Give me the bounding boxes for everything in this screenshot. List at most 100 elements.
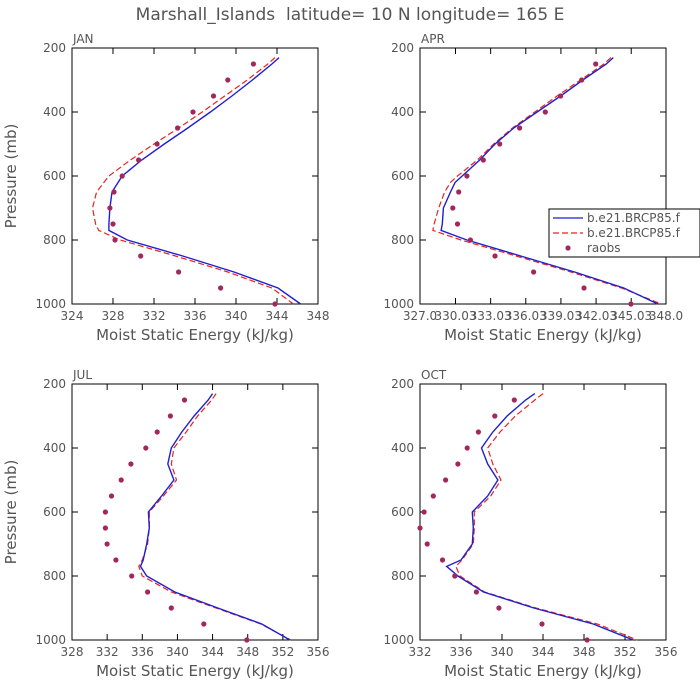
raobs-point xyxy=(417,525,423,531)
raobs-point xyxy=(450,205,456,211)
x-axis-label: Moist Static Energy (kJ/kg) xyxy=(96,326,294,344)
series-line-dashed xyxy=(455,393,638,641)
x-tick-label: 327.0 xyxy=(403,309,437,323)
x-axis-label: Moist Static Energy (kJ/kg) xyxy=(444,326,642,344)
series-line-dashed xyxy=(91,57,294,305)
x-tick-label: 324 xyxy=(61,309,84,323)
x-tick-label: 332 xyxy=(96,645,119,659)
x-tick-label: 340 xyxy=(491,645,514,659)
x-tick-label: 336 xyxy=(131,645,154,659)
raobs-point xyxy=(454,221,461,227)
x-tick-label: 345.03 xyxy=(610,309,652,323)
raobs-point xyxy=(464,445,470,451)
raobs-point xyxy=(475,429,481,435)
raobs-point xyxy=(492,253,498,259)
x-tick-label: 344 xyxy=(532,645,555,659)
raobs-point xyxy=(593,61,599,67)
x-tick-label: 328 xyxy=(61,645,84,659)
raobs-point xyxy=(104,541,110,547)
raobs-point xyxy=(218,285,224,291)
panel-label: OCT xyxy=(421,368,447,382)
raobs-point xyxy=(210,93,217,99)
y-tick-label: 1000 xyxy=(35,633,66,647)
raobs-point xyxy=(167,413,173,419)
panel-label: APR xyxy=(421,32,445,46)
raobs-point xyxy=(581,285,587,291)
raobs-point xyxy=(110,221,116,227)
raobs-point xyxy=(531,269,537,275)
raobs-point xyxy=(190,109,196,115)
raobs-point xyxy=(480,157,486,163)
raobs-point xyxy=(112,237,118,243)
raobs-point xyxy=(456,189,462,195)
y-tick-label: 400 xyxy=(391,441,414,455)
raobs-point xyxy=(584,637,590,643)
raobs-point xyxy=(517,125,523,131)
y-tick-label: 600 xyxy=(43,169,66,183)
y-tick-label: 400 xyxy=(391,105,414,119)
x-tick-label: 336 xyxy=(450,645,473,659)
panel-apr: APR327.0330.03333.03336.03339.03342.0334… xyxy=(383,32,683,344)
raobs-point xyxy=(154,429,160,435)
x-tick-label: 352 xyxy=(614,645,637,659)
panel-jul: JUL 328 332 336 340 344 348 352 356 200 400 600 800 1… xyxy=(2,368,329,680)
raobs-point xyxy=(558,93,564,99)
x-tick-label: 332 xyxy=(409,645,432,659)
y-tick-label: 800 xyxy=(43,569,66,583)
raobs-point xyxy=(111,189,117,195)
raobs-point xyxy=(138,253,144,259)
x-tick-label: 356 xyxy=(655,645,678,659)
y-tick-label: 800 xyxy=(391,569,414,583)
raobs-point xyxy=(129,573,135,579)
raobs-point xyxy=(424,541,430,547)
legend-label: b.e21.BRCP85.f xyxy=(587,211,681,225)
raobs-point xyxy=(473,589,479,595)
y-tick-label: 800 xyxy=(391,233,414,247)
raobs-point xyxy=(542,109,548,115)
series-line-solid xyxy=(139,393,291,641)
y-tick-label: 1000 xyxy=(383,297,414,311)
raobs-point xyxy=(511,397,517,403)
y-tick-label: 600 xyxy=(43,505,66,519)
raobs-point xyxy=(467,237,473,243)
x-tick-label: 339.03 xyxy=(540,309,582,323)
raobs-point xyxy=(492,413,498,419)
plot-frame xyxy=(419,383,667,641)
x-tick-label: 340 xyxy=(166,645,189,659)
raobs-point xyxy=(143,445,149,451)
panel-label: JAN xyxy=(72,32,94,46)
raobs-point xyxy=(119,173,125,179)
series-line-solid xyxy=(108,57,302,305)
raobs-point xyxy=(421,509,427,515)
raobs-point xyxy=(272,301,278,307)
y-tick-label: 400 xyxy=(43,441,66,455)
raobs-point xyxy=(579,77,585,83)
x-axis-label: Moist Static Energy (kJ/kg) xyxy=(96,662,294,680)
panel-jan: JAN 324 328 332 336 340 344 348 200 400 600 800 1000… xyxy=(2,32,329,344)
y-tick-label: 600 xyxy=(391,505,414,519)
x-tick-label: 342.03 xyxy=(575,309,617,323)
raobs-point xyxy=(154,141,160,147)
raobs-point xyxy=(168,605,174,611)
raobs-point xyxy=(201,621,207,627)
panel-oct: OCT 332 336 340 344 348 352 356 200 400 600 800 1000… xyxy=(383,368,677,680)
series-line-dashed xyxy=(432,57,662,305)
series-line-solid xyxy=(440,57,659,305)
x-tick-label: 344 xyxy=(201,645,224,659)
raobs-point xyxy=(497,141,503,147)
x-tick-label: 330.03 xyxy=(434,309,476,323)
raobs-point xyxy=(439,557,446,563)
x-tick-label: 328 xyxy=(102,309,125,323)
panel-label: JUL xyxy=(72,368,92,382)
raobs-point xyxy=(108,493,115,499)
raobs-point xyxy=(136,157,142,163)
x-tick-label: 332 xyxy=(143,309,166,323)
x-tick-label: 344 xyxy=(266,309,289,323)
raobs-point xyxy=(443,477,449,483)
x-tick-label: 348 xyxy=(236,645,259,659)
raobs-point xyxy=(118,477,124,483)
y-tick-label: 200 xyxy=(391,41,414,55)
x-tick-label: 333.03 xyxy=(470,309,512,323)
